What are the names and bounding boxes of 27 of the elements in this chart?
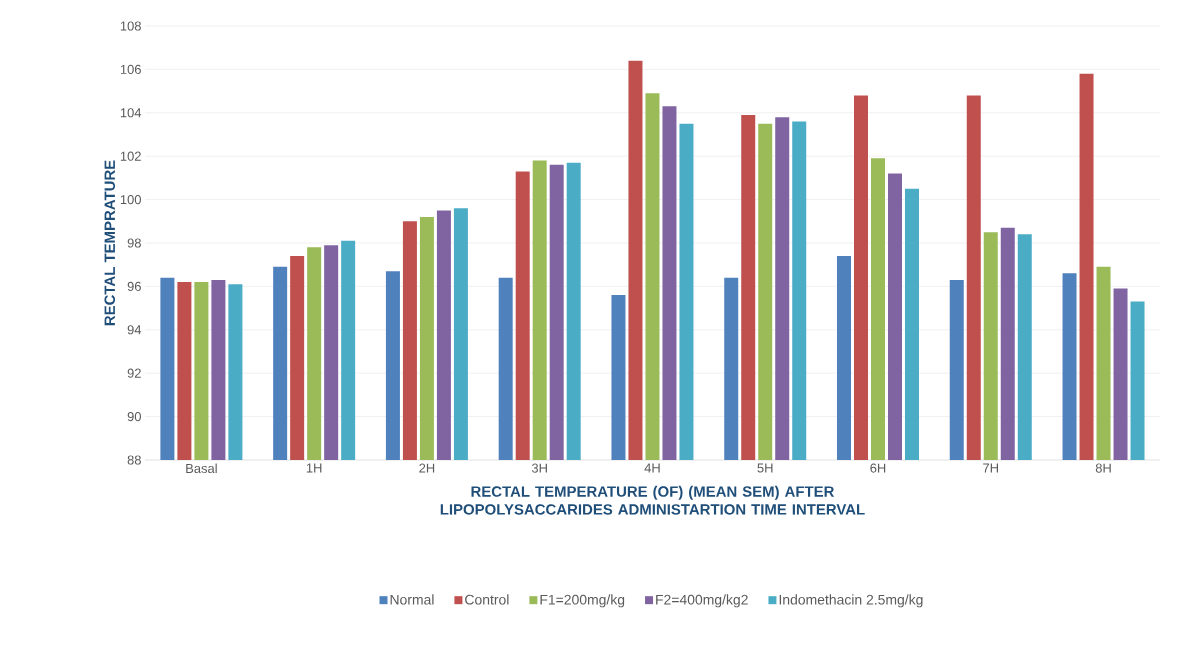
y-tick-label: 96 bbox=[127, 281, 141, 291]
y-tick-label: 104 bbox=[120, 108, 142, 118]
y-axis-title: RECTAL TEMPRATURE bbox=[104, 160, 116, 326]
x-tick-label: Basal bbox=[186, 463, 217, 474]
x-tick-label: 1H bbox=[306, 463, 322, 473]
x-tick-label: 3H bbox=[531, 463, 547, 473]
y-tick-label: 108 bbox=[120, 21, 141, 31]
x-tick-label: 7H bbox=[983, 463, 998, 473]
y-tick-label: 100 bbox=[120, 195, 141, 205]
y-tick-label: 98 bbox=[127, 238, 141, 248]
x-tick-label: 8H bbox=[1095, 463, 1111, 473]
legend-label: Control bbox=[465, 594, 509, 605]
x-tick-label: 2H bbox=[419, 463, 435, 473]
x-tick-label: 4H bbox=[644, 463, 660, 473]
y-tick-label: 102 bbox=[120, 151, 141, 161]
y-tick-label: 88 bbox=[127, 455, 141, 465]
x-axis-title: RECTAL TEMPERATURE (OF) (MEAN SEM) AFTER LIPOPOLYSACCARIDES ADMINISTARTION TIME INTERVAL bbox=[440, 485, 865, 515]
x-tick-label: 6H bbox=[870, 463, 886, 473]
legend-label: F1=200mg/kg bbox=[540, 594, 625, 608]
legend-label: Indomethacin 2.5mg/kg bbox=[779, 594, 923, 608]
legend-label: F2=400mg/kg2 bbox=[656, 594, 748, 608]
y-tick-label: 90 bbox=[127, 412, 141, 422]
legend-label: Normal bbox=[390, 594, 434, 605]
y-tick-label: 94 bbox=[127, 325, 142, 335]
y-tick-label: 92 bbox=[127, 368, 141, 378]
x-tick-label: 5H bbox=[757, 463, 773, 473]
y-tick-label: 106 bbox=[120, 64, 141, 74]
